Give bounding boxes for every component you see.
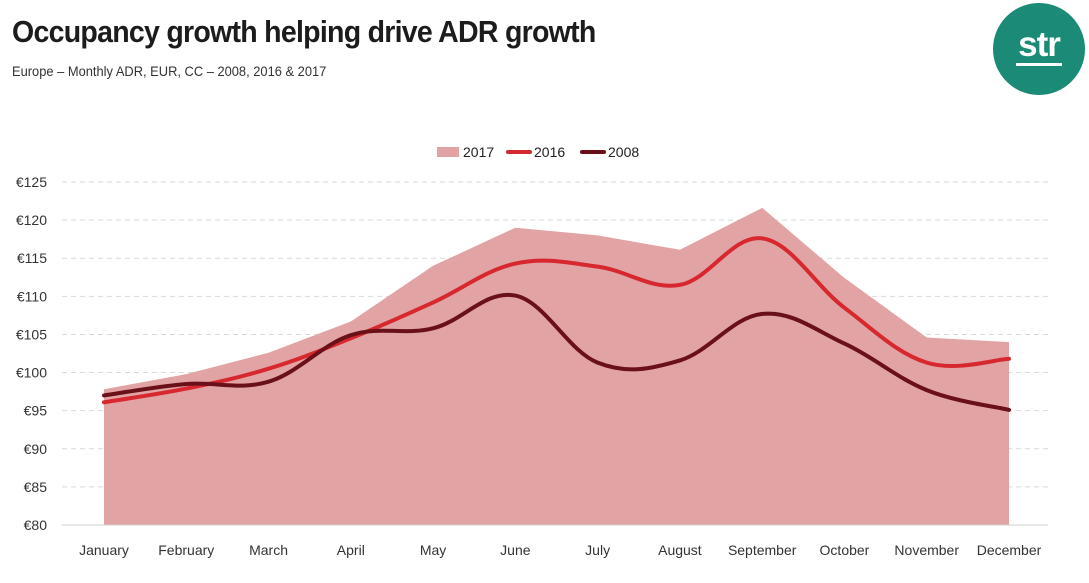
x-tick-label: March <box>249 542 288 558</box>
legend-label-2016: 2016 <box>534 144 565 160</box>
x-tick-label: October <box>820 542 870 558</box>
y-tick-label: €85 <box>24 479 48 495</box>
x-tick-label: February <box>158 542 214 558</box>
x-tick-label: June <box>500 542 531 558</box>
y-tick-label: €110 <box>17 288 47 304</box>
x-tick-label: April <box>337 542 365 558</box>
x-tick-label: July <box>585 542 610 558</box>
y-tick-label: €115 <box>17 250 47 266</box>
x-tick-label: January <box>79 542 129 558</box>
y-tick-label: €80 <box>24 517 48 533</box>
chart-subtitle: Europe – Monthly ADR, EUR, CC – 2008, 20… <box>12 63 327 79</box>
series-line-2016 <box>102 236 1011 405</box>
y-tick-label: €100 <box>16 365 47 381</box>
x-tick-label: September <box>728 542 797 558</box>
x-tick-label: May <box>420 542 446 558</box>
y-tick-label: €105 <box>16 326 47 342</box>
chart-title: Occupancy growth helping drive ADR growt… <box>12 14 596 49</box>
x-tick-label: November <box>894 542 959 558</box>
y-tick-label: €90 <box>24 441 48 457</box>
series-line-2008 <box>102 292 1011 412</box>
str-logo: str <box>993 3 1085 95</box>
series-area-2017 <box>104 207 1009 525</box>
y-tick-label: €120 <box>16 212 47 228</box>
x-tick-label: December <box>977 542 1042 558</box>
logo-text: str <box>1016 24 1062 66</box>
legend-label-2008: 2008 <box>608 144 639 160</box>
legend-label-2017: 2017 <box>463 144 494 160</box>
legend-swatch-2017 <box>437 147 459 157</box>
y-tick-label: €95 <box>24 403 48 419</box>
y-tick-label: €125 <box>16 174 47 190</box>
x-tick-label: August <box>658 542 702 558</box>
